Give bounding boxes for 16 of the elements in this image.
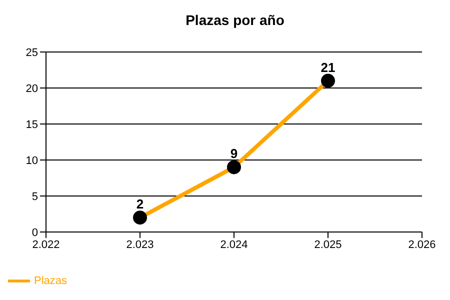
x-tick-label: 2.023: [126, 238, 154, 251]
y-tick-label: 10: [26, 154, 38, 167]
x-tick-label: 2.025: [314, 238, 342, 251]
legend-label: Plazas: [34, 274, 68, 287]
y-tick-label: 0: [32, 226, 38, 239]
x-tick-label: 2.024: [220, 238, 248, 251]
data-label: 9: [230, 146, 238, 162]
y-tick-label: 25: [26, 46, 38, 59]
y-tick-label: 5: [32, 190, 38, 203]
y-tick-label: 15: [26, 118, 38, 131]
data-label: 2: [136, 196, 144, 212]
chart-title: Plazas por año: [184, 11, 286, 30]
y-tick-label: 20: [26, 82, 38, 95]
x-tick-label: 2.026: [408, 238, 436, 251]
data-label: 21: [320, 60, 336, 75]
x-tick-label: 2.022: [32, 238, 60, 251]
